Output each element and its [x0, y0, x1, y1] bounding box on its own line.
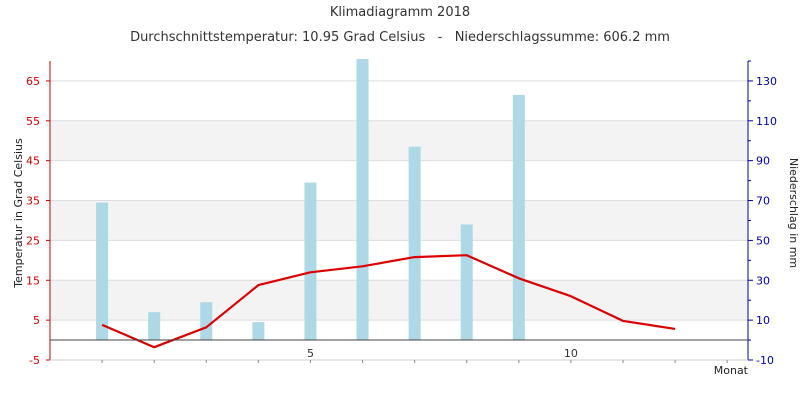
precipitation-bar [200, 302, 213, 340]
precipitation-bar [356, 59, 369, 341]
y-tick-label-left: 55 [26, 115, 40, 128]
precipitation-bars [96, 59, 525, 341]
precipitation-bar [252, 322, 265, 340]
plot-band [50, 120, 748, 161]
precipitation-bar [408, 146, 421, 340]
temperature-line [101, 254, 676, 349]
plot-background [50, 120, 748, 321]
precipitation-bar [96, 202, 109, 340]
x-tick-label: 5 [307, 347, 314, 360]
y-tick-label-right: 90 [756, 155, 770, 168]
x-axis-label: Monat [714, 364, 749, 377]
y-tick-label-left: 5 [33, 314, 40, 327]
chart-title: Klimadiagramm 2018 [330, 5, 470, 20]
chart-subtitle: Durchschnittstemperatur: 10.95 Grad Cels… [130, 30, 670, 45]
precipitation-bar [512, 94, 525, 341]
y-tick-label-right: 130 [756, 75, 777, 88]
y-tick-label-left: 45 [26, 155, 40, 168]
y-axis-label-left: Temperatur in Grad Celsius [12, 138, 25, 289]
precipitation-bar [460, 224, 473, 340]
y-tick-label-right: 30 [756, 274, 770, 287]
precipitation-bar [304, 182, 317, 340]
precipitation-bar [148, 312, 161, 340]
y-tick-label-left: 25 [26, 234, 40, 247]
y-tick-label-left: 15 [26, 274, 40, 287]
y-tick-label-right: 10 [756, 314, 770, 327]
y-tick-label-right: 50 [756, 234, 770, 247]
x-tick-label: 10 [564, 347, 578, 360]
y-tick-label-left: -5 [29, 354, 40, 367]
y-tick-label-right: 70 [756, 195, 770, 208]
plot-band [50, 280, 748, 321]
y-tick-label-left: 35 [26, 195, 40, 208]
axes: -5 5 15 25 35 45 55 65 -10 10 30 50 70 90 110 130 5 10 [26, 60, 777, 367]
y-tick-label-right: 110 [756, 115, 777, 128]
y-tick-label-left: 65 [26, 75, 40, 88]
y-tick-label-right: -10 [756, 354, 774, 367]
temperature-line-group [101, 254, 676, 349]
plot-band [50, 200, 748, 241]
y-axis-label-right: Niederschlag in mm [787, 158, 800, 268]
